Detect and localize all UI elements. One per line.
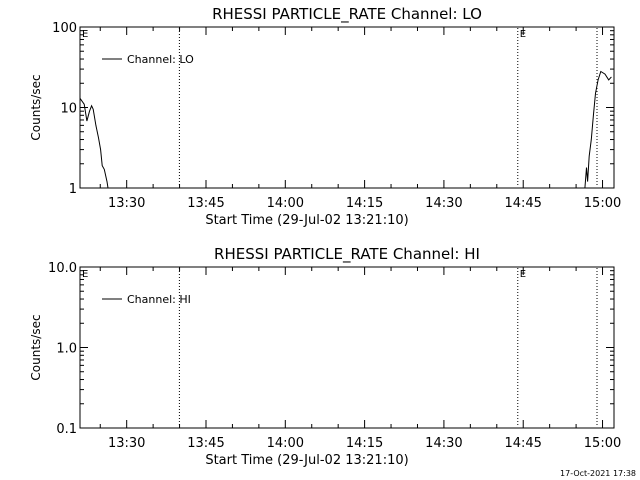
panel-1-ylabel: Counts/sec bbox=[29, 74, 43, 140]
panel-1-ytick-label: 100 bbox=[52, 21, 77, 36]
panel-2-xtick-label: 13:45 bbox=[187, 436, 224, 451]
panel-1-series-line bbox=[79, 98, 109, 189]
panel-2-xtick-label: 13:30 bbox=[108, 436, 145, 451]
panel-2-left-marker: E bbox=[82, 269, 88, 280]
timestamp-stamp: 17-Oct-2021 17:38 bbox=[560, 469, 636, 478]
panel-1-ytick-label: 1 bbox=[69, 182, 77, 197]
panel-1-xlabel: Start Time (29-Jul-02 13:21:10) bbox=[205, 213, 408, 228]
panel-2-xtick-label: 14:15 bbox=[346, 436, 383, 451]
panel-1-legend-label: Channel: LO bbox=[127, 53, 194, 66]
panel-1-xtick-label: 14:15 bbox=[346, 196, 383, 211]
panel-2-legend-label: Channel: HI bbox=[127, 293, 191, 306]
panel-1-xtick-label: 14:45 bbox=[504, 196, 541, 211]
panel-1-xtick-label: 14:00 bbox=[267, 196, 304, 211]
panel-1-left-marker: E bbox=[82, 29, 88, 40]
panel-2-ytick-label: 1.0 bbox=[56, 342, 77, 357]
panel-2-ytick-label: 10.0 bbox=[48, 261, 77, 276]
panel-1-series-line bbox=[584, 70, 612, 189]
panel-2-ylabel: Counts/sec bbox=[29, 314, 43, 380]
panel-1-title: RHESSI PARTICLE_RATE Channel: LO bbox=[212, 5, 482, 24]
panel-2-title: RHESSI PARTICLE_RATE Channel: HI bbox=[214, 245, 480, 264]
panel-1-xtick-label: 13:30 bbox=[108, 196, 145, 211]
panel-2-xtick-label: 14:00 bbox=[267, 436, 304, 451]
panel-1-xtick-label: 14:30 bbox=[425, 196, 462, 211]
panel-1-event-label: E bbox=[520, 29, 526, 40]
panel-1-ytick-label: 10 bbox=[60, 102, 77, 117]
panel-2-xlabel: Start Time (29-Jul-02 13:21:10) bbox=[205, 453, 408, 468]
panel-2-xtick-label: 14:45 bbox=[504, 436, 541, 451]
panel-2-xtick-label: 14:30 bbox=[425, 436, 462, 451]
panel-2-xtick-label: 15:00 bbox=[584, 436, 621, 451]
panel-2-ytick-label: 0.1 bbox=[56, 422, 77, 437]
panel-1-xtick-label: 13:45 bbox=[187, 196, 224, 211]
panel-1-xtick-label: 15:00 bbox=[584, 196, 621, 211]
panel-2-event-label: E bbox=[520, 269, 526, 280]
panel-2-plot-frame bbox=[79, 266, 615, 429]
panel-1-plot-frame bbox=[79, 26, 615, 189]
